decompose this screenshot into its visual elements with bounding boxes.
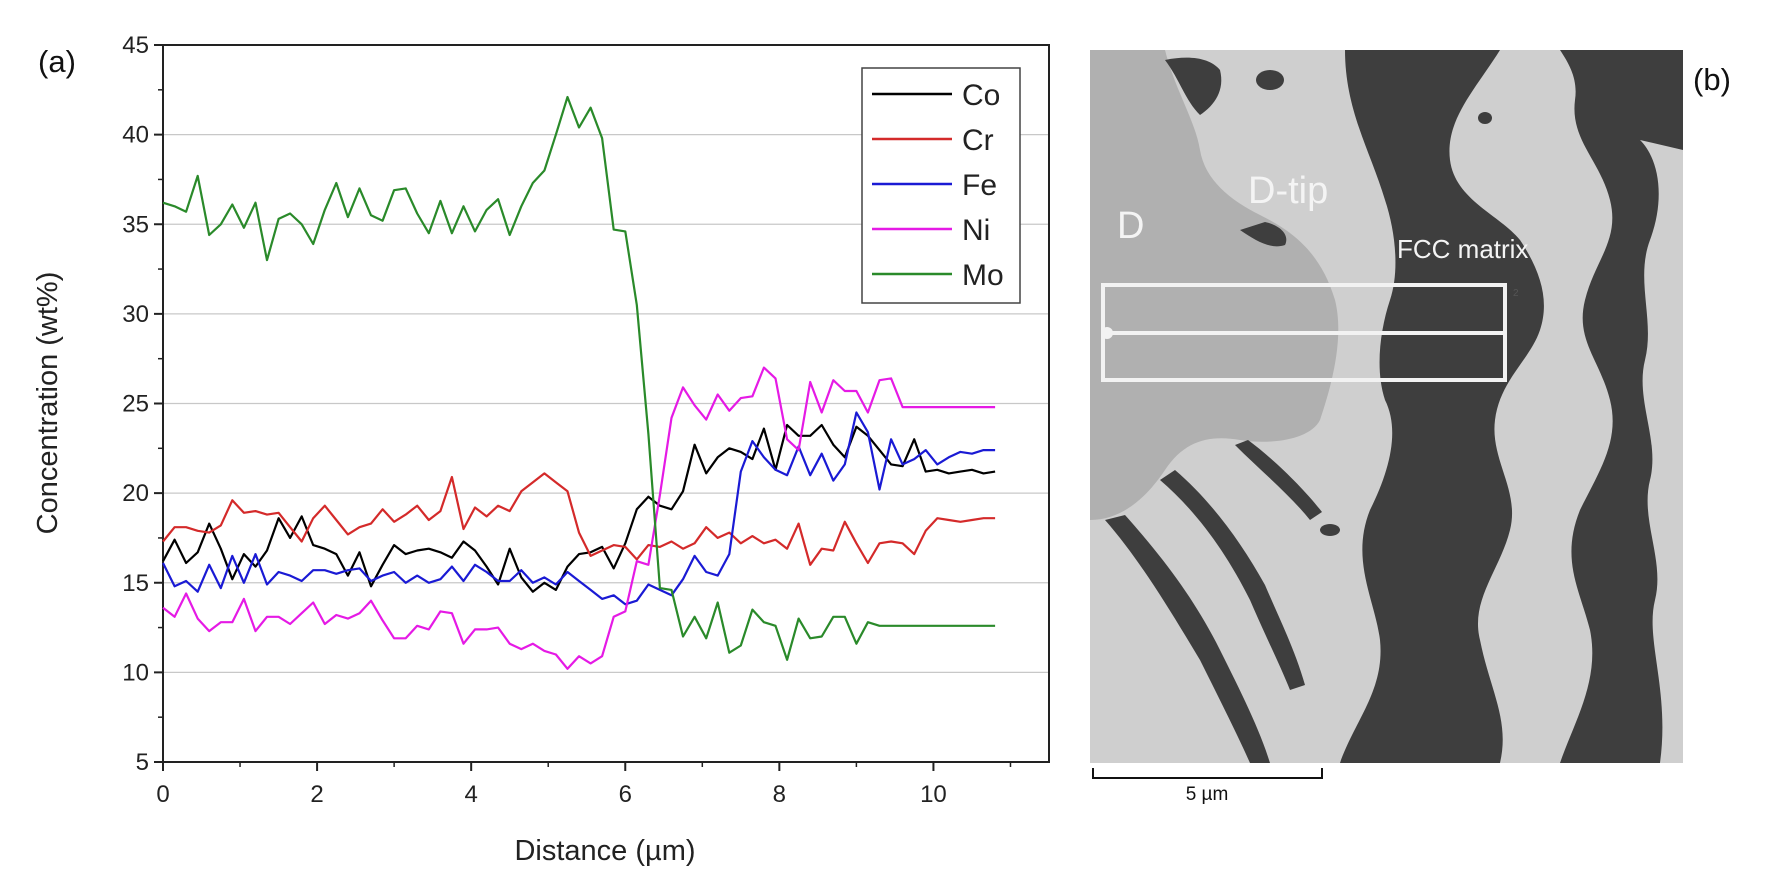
series-line-ni [162, 366, 996, 670]
dark-channel-3 [1235, 440, 1322, 520]
dark-channel-2 [1160, 470, 1305, 690]
y-tick-label: 30 [122, 301, 149, 328]
sem-micrograph: D D-tip FCC matrix [1090, 50, 1683, 763]
series-line-cr [162, 472, 996, 566]
legend: Co Cr Fe Ni Mo [861, 67, 1021, 304]
dark-spot-2 [1478, 112, 1492, 124]
x-tick-label: 4 [464, 781, 477, 808]
gridlines [163, 134, 1049, 673]
dark-spot-3 [1320, 524, 1340, 536]
fcc-matrix-label: FCC matrix [1397, 234, 1528, 264]
series-lines [162, 95, 996, 670]
fcc-matrix-dark-band [1340, 50, 1544, 763]
dark-spot-1 [1256, 70, 1284, 90]
d-tip-label: D-tip [1248, 170, 1328, 212]
y-tick-label: 5 [136, 749, 149, 776]
legend-label-co: Co [962, 79, 1000, 112]
x-tick-label: 0 [156, 781, 169, 808]
y-tick-label: 15 [122, 570, 149, 597]
legend-label-cr: Cr [962, 124, 994, 157]
dark-pocket-1 [1165, 57, 1222, 115]
scale-bar [1092, 768, 1323, 779]
y-tick-label: 45 [122, 32, 149, 59]
legend-label-mo: Mo [962, 259, 1004, 292]
y-axis-label: Concentration (wt%) [32, 272, 64, 535]
d-label: D [1117, 205, 1144, 247]
x-tick-label: 8 [773, 781, 786, 808]
y-tick-label: 20 [122, 480, 149, 507]
legend-box [861, 67, 1021, 304]
panel-a-label: (a) [38, 44, 76, 79]
linescan-box-marker: 2 [1513, 288, 1519, 299]
y-tick-label: 35 [122, 211, 149, 238]
dark-channel-1 [1105, 515, 1270, 763]
x-tick-label: 2 [310, 781, 323, 808]
x-tick-label: 10 [920, 781, 947, 808]
scale-bar-label: 5 µm [1186, 784, 1229, 805]
x-axis-label: Distance (µm) [514, 835, 695, 867]
series-line-mo [162, 95, 996, 661]
y-tick-label: 25 [122, 391, 149, 418]
legend-label-fe: Fe [962, 169, 997, 202]
series-line-co [162, 423, 996, 593]
legend-label-ni: Ni [962, 214, 990, 247]
x-axis: 0 2 4 6 8 10 [156, 762, 1012, 808]
series-line-fe [162, 411, 996, 606]
y-tick-label: 40 [122, 122, 149, 149]
dark-phase-right [1560, 50, 1683, 763]
dark-pocket-2 [1240, 222, 1287, 247]
light-lamella-right [1640, 140, 1683, 763]
x-tick-label: 6 [619, 781, 632, 808]
panel-b-label: (b) [1693, 62, 1731, 97]
linescan-start-marker [1101, 327, 1113, 339]
y-axis: 5 10 15 20 25 30 35 40 45 [122, 32, 163, 776]
y-tick-label: 10 [122, 659, 149, 686]
